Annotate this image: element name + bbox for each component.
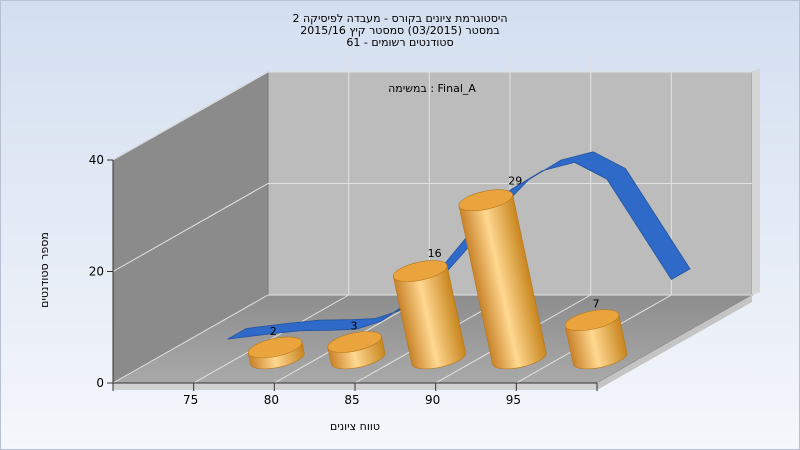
y-tick-label-2: 40 — [89, 153, 104, 167]
chart-title-line-3: סטודנטים רשומים - 61 — [346, 36, 453, 49]
x-axis-label: טווח ציונים — [330, 420, 380, 433]
curve-ribbon — [227, 151, 691, 340]
bar-body-3 — [458, 194, 547, 370]
bar-0: 2 — [247, 325, 305, 370]
bar-top-3 — [458, 189, 513, 212]
bar-top-0 — [247, 336, 303, 359]
distribution-curve — [227, 151, 691, 340]
bar-label-2: 16 — [428, 247, 442, 260]
bar-top-2 — [392, 260, 448, 282]
back-wall-right-edge — [752, 68, 760, 295]
x-tick-label-4: 95 — [506, 393, 521, 407]
chart-title-line-2: במסטר (03/2015) סמסטר קיץ 2015/16 — [300, 24, 500, 37]
y-ticks: 0 20 40 — [89, 153, 113, 390]
y-tick-label-0: 0 — [96, 376, 104, 390]
bar-1: 3 — [327, 320, 386, 370]
chart-title-line-1: היסטוגרמת ציונים בקורס - מעבדה לפיסיקה 2 — [292, 12, 507, 25]
bar-label-3: 29 — [508, 175, 522, 188]
y-axis-label: מספר סטודנטים — [38, 232, 51, 308]
x-tick-label-0: 75 — [183, 393, 198, 407]
y-tick-label-1: 20 — [89, 265, 104, 279]
x-tick-label-2: 85 — [344, 393, 359, 407]
bar-label-0: 2 — [270, 325, 277, 338]
bar-3: 29 — [458, 175, 547, 370]
grid-line-x-3 — [435, 56, 592, 384]
bar-body-2 — [393, 265, 466, 370]
x-ticks: 75 80 85 90 95 — [112, 383, 598, 407]
bar-2: 16 — [392, 247, 466, 370]
x-tick-label-3: 90 — [425, 393, 440, 407]
bar-label-1: 3 — [350, 320, 357, 333]
bar-4: 7 — [564, 297, 628, 370]
bars: 2 3 16 29 7 — [247, 175, 628, 370]
floor-edge — [597, 295, 752, 390]
grid-line-x-4 — [516, 56, 672, 384]
grid-line-x-0 — [193, 56, 350, 384]
bar-top-1 — [327, 331, 382, 353]
bar-top-4 — [564, 309, 620, 331]
bar-label-4: 7 — [592, 297, 599, 310]
x-tick-label-1: 80 — [264, 393, 279, 407]
task-annotation: במשימה : Final_A — [388, 82, 476, 95]
